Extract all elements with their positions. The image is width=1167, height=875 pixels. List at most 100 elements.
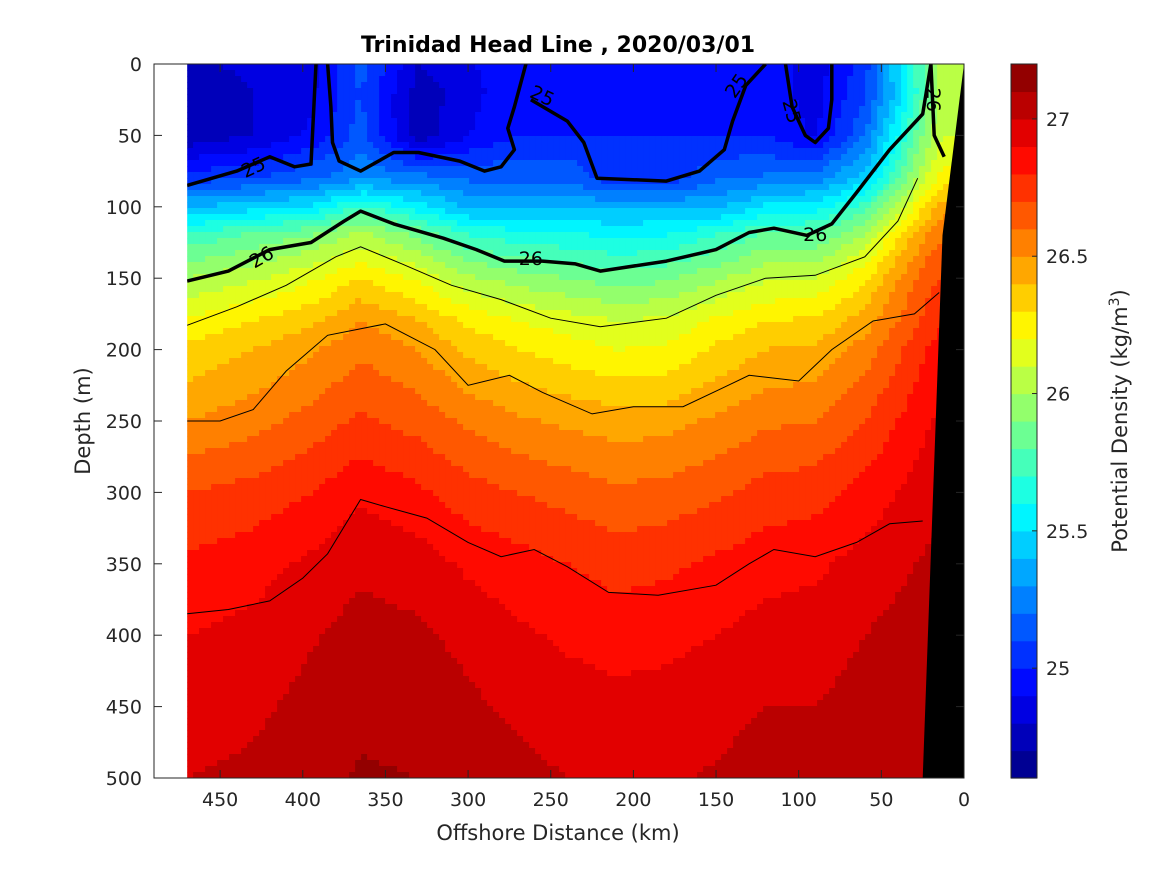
field-cell bbox=[565, 76, 572, 83]
field-cell bbox=[277, 172, 284, 179]
field-cell bbox=[559, 274, 566, 281]
field-cell bbox=[235, 172, 242, 179]
field-cell bbox=[859, 148, 866, 155]
field-cell bbox=[319, 244, 326, 251]
field-cell bbox=[319, 124, 326, 131]
field-cell bbox=[427, 274, 434, 281]
field-cell bbox=[811, 154, 818, 161]
field-cell bbox=[571, 184, 578, 191]
field-cell bbox=[889, 130, 896, 137]
field-cell bbox=[457, 244, 464, 251]
field-cell bbox=[829, 178, 836, 185]
field-cell bbox=[427, 250, 434, 257]
field-cell bbox=[469, 226, 476, 233]
field-cell bbox=[523, 184, 530, 191]
field-cell bbox=[373, 262, 380, 269]
field-cell bbox=[199, 172, 206, 179]
field-cell bbox=[295, 184, 302, 191]
field-cell bbox=[349, 202, 356, 209]
field-cell bbox=[439, 82, 446, 89]
field-cell bbox=[205, 142, 212, 149]
field-cell bbox=[685, 70, 692, 77]
field-cell bbox=[769, 148, 776, 155]
field-cell bbox=[727, 94, 734, 101]
field-cell bbox=[745, 130, 752, 137]
field-cell bbox=[883, 100, 890, 107]
field-cell bbox=[643, 106, 650, 113]
field-cell bbox=[715, 286, 722, 293]
field-cell bbox=[577, 214, 584, 221]
field-cell bbox=[913, 88, 920, 95]
field-cell bbox=[193, 154, 200, 161]
field-cell bbox=[337, 244, 344, 251]
field-cell bbox=[361, 244, 368, 251]
field-cell bbox=[871, 244, 878, 251]
field-cell bbox=[589, 70, 596, 77]
field-cell bbox=[187, 214, 194, 221]
field-cell bbox=[199, 238, 206, 245]
field-cell bbox=[709, 172, 716, 179]
field-cell bbox=[877, 76, 884, 83]
field-cell bbox=[511, 136, 518, 143]
field-cell bbox=[607, 190, 614, 197]
field-cell bbox=[451, 136, 458, 143]
field-cell bbox=[823, 172, 830, 179]
field-cell bbox=[535, 64, 542, 71]
field-cell bbox=[403, 256, 410, 263]
field-cell bbox=[433, 214, 440, 221]
field-cell bbox=[331, 130, 338, 137]
field-cell bbox=[655, 208, 662, 215]
field-cell bbox=[847, 88, 854, 95]
field-cell bbox=[589, 130, 596, 137]
field-cell bbox=[241, 148, 248, 155]
field-cell bbox=[739, 64, 746, 71]
field-cell bbox=[841, 64, 848, 71]
field-cell bbox=[619, 118, 626, 125]
field-cell bbox=[589, 274, 596, 281]
field-cell bbox=[469, 268, 476, 275]
field-cell bbox=[565, 154, 572, 161]
field-cell bbox=[235, 154, 242, 161]
field-cell bbox=[337, 256, 344, 263]
field-cell bbox=[721, 160, 728, 167]
field-cell bbox=[259, 256, 266, 263]
field-cell bbox=[319, 172, 326, 179]
field-cell bbox=[247, 124, 254, 131]
field-cell bbox=[499, 226, 506, 233]
field-cell bbox=[193, 226, 200, 233]
field-cell bbox=[793, 124, 800, 131]
field-cell bbox=[277, 184, 284, 191]
field-cell bbox=[301, 172, 308, 179]
field-cell bbox=[787, 148, 794, 155]
field-cell bbox=[319, 178, 326, 185]
field-cell bbox=[775, 280, 782, 287]
field-cell bbox=[355, 292, 362, 299]
field-cell bbox=[511, 124, 518, 131]
field-cell bbox=[925, 220, 932, 227]
field-cell bbox=[607, 262, 614, 269]
field-cell bbox=[571, 148, 578, 155]
field-cell bbox=[571, 88, 578, 95]
field-cell bbox=[697, 178, 704, 185]
field-cell bbox=[715, 262, 722, 269]
field-cell bbox=[793, 286, 800, 293]
field-cell bbox=[487, 238, 494, 245]
field-cell bbox=[799, 130, 806, 137]
field-cell bbox=[409, 64, 416, 71]
field-cell bbox=[367, 208, 374, 215]
field-cell bbox=[517, 130, 524, 137]
field-cell bbox=[493, 154, 500, 161]
field-cell bbox=[517, 178, 524, 185]
field-cell bbox=[463, 70, 470, 77]
field-cell bbox=[709, 136, 716, 143]
field-cell bbox=[349, 100, 356, 107]
field-cell bbox=[355, 262, 362, 269]
field-cell bbox=[745, 238, 752, 245]
field-cell bbox=[739, 130, 746, 137]
field-cell bbox=[931, 196, 938, 203]
field-cell bbox=[841, 154, 848, 161]
field-cell bbox=[637, 280, 644, 287]
field-cell bbox=[607, 244, 614, 251]
field-cell bbox=[517, 202, 524, 209]
